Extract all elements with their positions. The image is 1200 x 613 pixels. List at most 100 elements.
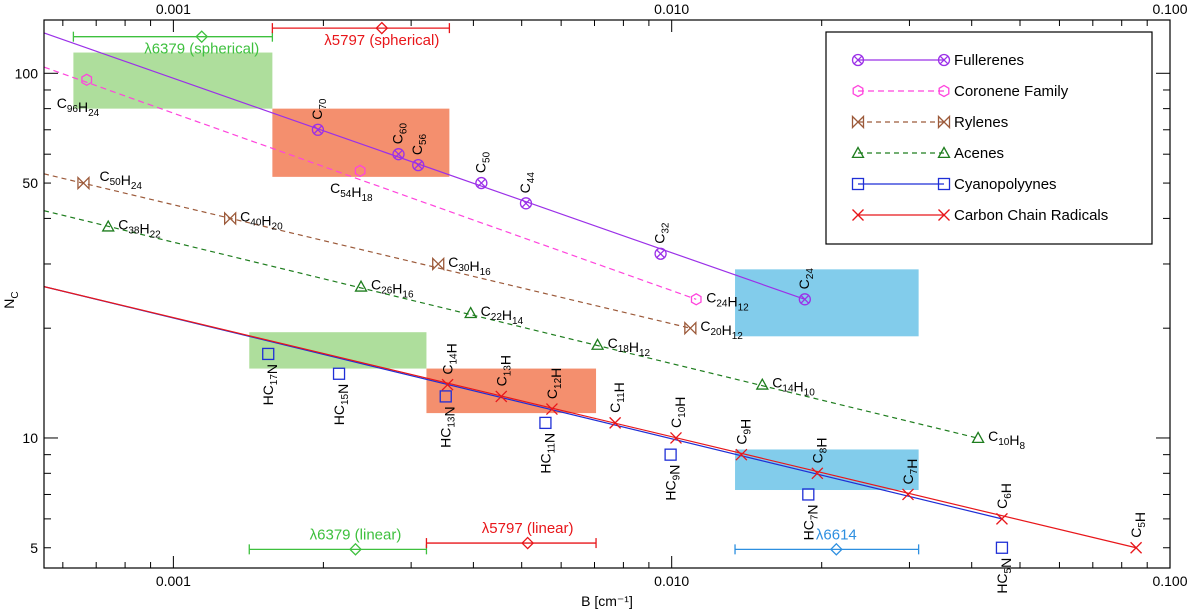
errorbar-label-2: λ6379 (linear) (310, 526, 402, 543)
label-rylenes-0: C50H24 (99, 168, 142, 192)
errorbar-3: λ5797 (linear) (425, 520, 597, 550)
point-carbon-1 (495, 390, 508, 403)
y-tick-label-0: 5 (30, 540, 38, 556)
label-fullerenes-0: C70 (309, 98, 329, 120)
legend-label-fullerenes: Fullerenes (954, 52, 1024, 69)
label-acenes-1: C26H16 (371, 277, 414, 301)
point-carbon-2 (545, 403, 558, 416)
label-cyano-5: HC7N (800, 504, 820, 540)
label-fullerenes-5: C32 (652, 222, 672, 244)
x-axis-label: B [cm⁻¹] (581, 593, 633, 609)
errorbar-center-4 (829, 542, 843, 556)
point-fullerenes-6 (798, 293, 811, 306)
point-acenes-5 (971, 431, 985, 444)
label-coronene-2: C24H12 (706, 289, 749, 313)
label-fullerenes-1: C60 (390, 123, 410, 145)
point-cyano-4 (664, 448, 677, 461)
box-orange-bottom (426, 368, 597, 414)
point-carbon-0 (441, 378, 454, 391)
label-carbon-6: C8H (809, 438, 829, 464)
label-fullerenes-6: C24 (796, 268, 816, 290)
point-fullerenes-1 (392, 148, 405, 161)
point-carbon-7 (902, 488, 914, 501)
fit-line-acenes (43, 210, 978, 439)
label-acenes-4: C14H10 (772, 375, 815, 399)
dib-error-bars: λ6379 (spherical) λ5797 (spherical) λ6379 … (72, 21, 920, 556)
label-fullerenes-4: C44 (517, 172, 537, 194)
point-rylenes-0 (77, 176, 90, 191)
point-fullerenes-5 (654, 247, 667, 260)
point-coronene-0 (81, 73, 93, 87)
label-cyano-2: HC13N (438, 406, 458, 447)
legend-marker-end-cyano (937, 177, 951, 191)
data-points (77, 73, 1143, 554)
legend-marker-start-cyano (851, 177, 865, 191)
errorbar-1: λ5797 (spherical) (271, 21, 451, 49)
label-carbon-9: C5H (1128, 512, 1148, 538)
label-cyano-0: HC17N (260, 364, 280, 405)
point-cyano-2 (439, 390, 452, 403)
box-green-bottom (249, 332, 427, 369)
errorbar-label-1: λ5797 (spherical) (324, 32, 439, 49)
point-cyano-1 (332, 367, 346, 380)
point-carbon-5 (735, 448, 748, 461)
legend-marker-end-fullerenes (937, 53, 951, 67)
label-fullerenes-3: C50 (472, 151, 492, 173)
fit-line-fullerenes (43, 32, 806, 300)
label-carbon-4: C10H (668, 397, 688, 428)
legend-marker-end-carbon (938, 209, 950, 221)
label-rylenes-2: C30H16 (448, 254, 491, 278)
legend-item-fullerenes: Fullerenes (851, 52, 1024, 69)
errorbar-2: λ6379 (linear) (248, 526, 428, 556)
errorbar-0: λ6379 (spherical) (72, 30, 274, 58)
point-acenes-4 (755, 377, 769, 390)
point-coronene-1 (354, 164, 366, 178)
label-coronene-1: C54H18 (330, 180, 373, 204)
legend-marker-end-coronene (938, 84, 950, 98)
label-cyano-3: HC11N (537, 433, 557, 474)
y-tick-label-1: 10 (22, 430, 38, 446)
label-carbon-3: C11H (607, 382, 627, 413)
point-carbon-8 (995, 512, 1008, 525)
label-rylenes-1: C40H20 (240, 208, 283, 232)
label-carbon-8: C6H (994, 483, 1014, 509)
x-tick-label-bottom-2: 0.100 (1152, 573, 1187, 589)
fit-line-rylenes (43, 173, 691, 329)
point-rylenes-2 (432, 256, 445, 272)
label-carbon-0: C14H (440, 343, 460, 374)
point-coronene-2 (690, 293, 702, 306)
legend-item-cyano: Cyanopolyynes (851, 176, 1057, 193)
legend-item-coronene: Coronene Family (852, 83, 1069, 100)
errorbar-label-4: λ6614 (816, 526, 857, 543)
errorbar-4: λ6614 (734, 526, 920, 556)
x-tick-label-top-1: 0.010 (654, 1, 689, 17)
label-cyano-4: HC9N (663, 465, 683, 501)
point-rylenes-3 (684, 321, 697, 336)
point-cyano-0 (262, 347, 275, 361)
legend-box (825, 31, 1153, 245)
point-cyano-5 (802, 488, 815, 501)
legend-marker-end-acenes (937, 146, 951, 159)
label-carbon-1: C13H (493, 355, 513, 386)
box-green-top (73, 52, 273, 109)
label-carbon-5: C9H (733, 419, 753, 445)
legend-marker-start-carbon (852, 209, 864, 221)
errorbar-center-2 (349, 542, 362, 556)
legend-label-cyano: Cyanopolyynes (954, 176, 1057, 193)
point-acenes-1 (354, 279, 368, 292)
label-acenes-5: C10H8 (988, 428, 1025, 452)
legend-marker-start-rylenes (851, 114, 865, 130)
plot-frame (43, 19, 1171, 569)
legend-marker-start-coronene (852, 84, 864, 98)
shaded-boxes (73, 52, 919, 491)
y-tick-label-3: 100 (15, 65, 39, 81)
label-coronene-0: C96H24 (57, 95, 100, 119)
y-tick-label-2: 50 (22, 175, 38, 191)
label-acenes-3: C18H12 (608, 335, 651, 359)
legend-item-carbon: Carbon Chain Radicals (852, 207, 1108, 224)
errorbar-label-3: λ5797 (linear) (482, 520, 574, 537)
legend-label-acenes: Acenes (954, 145, 1004, 162)
point-fullerenes-4 (519, 197, 533, 210)
label-cyano-6: HC5N (994, 558, 1014, 594)
